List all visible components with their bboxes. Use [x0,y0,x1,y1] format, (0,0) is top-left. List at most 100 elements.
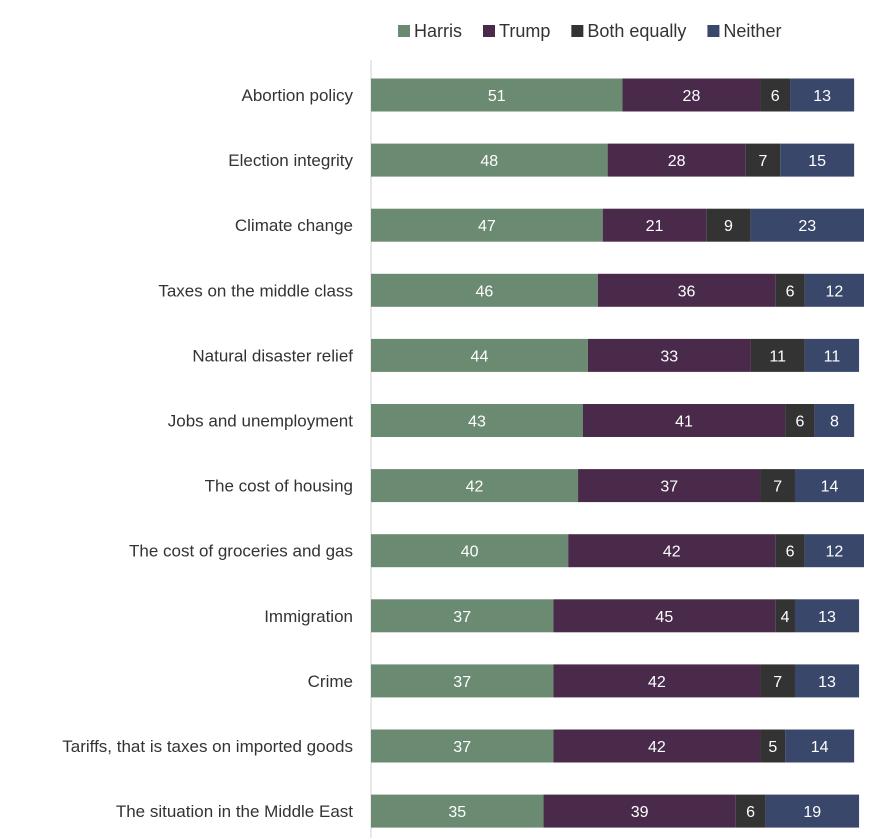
category-label-abortion-policy: Abortion policy [241,86,353,105]
data-label-neither-taxes-on-the-middle-class: 12 [826,283,844,300]
legend-swatch-trump [483,25,495,37]
data-label-trump-abortion-policy: 28 [683,88,701,105]
data-label-neither-the-situation-in-the-middle-east: 19 [803,804,821,821]
bar-both-equally-election-integrity [745,143,781,177]
data-label-neither-immigration: 13 [818,609,836,626]
bar-neither-crime [794,664,860,698]
bar-neither-election-integrity [780,143,855,177]
data-label-harris-the-situation-in-the-middle-east: 35 [448,804,466,821]
bar-both-equally-crime [760,664,795,698]
bar-neither-jobs-and-unemployment [814,404,855,437]
bar-harris-tariffs-that-is-taxes-on-imported-goods [371,729,554,763]
data-label-trump-natural-disaster-relief: 33 [660,348,678,365]
data-label-trump-climate-change: 21 [646,218,664,235]
category-label-taxes-on-the-middle-class: Taxes on the middle class [158,281,353,300]
bar-both-equally-the-cost-of-housing [760,469,795,503]
category-label-climate-change: Climate change [235,216,353,235]
bar-both-equally-tariffs-that-is-taxes-on-imported-goods [760,729,786,763]
bar-both-equally-the-situation-in-the-middle-east [735,794,766,828]
bar-neither-tariffs-that-is-taxes-on-imported-goods [785,729,855,763]
legend-label-harris: Harris [414,21,462,41]
data-label-trump-the-situation-in-the-middle-east: 39 [631,804,649,821]
category-label-the-situation-in-the-middle-east: The situation in the Middle East [116,802,353,821]
bar-harris-climate-change [371,208,603,242]
data-label-both-equally-jobs-and-unemployment: 6 [795,414,804,431]
bar-trump-climate-change [602,208,707,242]
data-label-harris-abortion-policy: 51 [488,88,506,105]
bar-trump-natural-disaster-relief [587,338,751,372]
data-label-harris-tariffs-that-is-taxes-on-imported-goods: 37 [453,739,471,756]
bar-harris-the-cost-of-groceries-and-gas [371,534,569,568]
data-label-harris-the-cost-of-groceries-and-gas: 40 [461,544,479,561]
legend-label-both-equally: Both equally [587,21,686,41]
bar-both-equally-jobs-and-unemployment [785,404,815,437]
bar-harris-natural-disaster-relief [371,338,588,372]
bar-both-equally-abortion-policy [760,78,791,112]
data-label-both-equally-taxes-on-the-middle-class: 6 [786,283,795,300]
data-label-neither-tariffs-that-is-taxes-on-imported-goods: 14 [811,739,829,756]
data-label-trump-election-integrity: 28 [668,153,686,170]
data-label-harris-immigration: 37 [453,609,471,626]
data-label-neither-the-cost-of-housing: 14 [821,479,839,496]
data-label-harris-the-cost-of-housing: 42 [466,479,484,496]
category-label-the-cost-of-housing: The cost of housing [205,477,353,496]
data-label-both-equally-the-cost-of-groceries-and-gas: 6 [786,544,795,561]
bar-harris-jobs-and-unemployment [371,404,583,437]
data-label-neither-the-cost-of-groceries-and-gas: 12 [826,544,844,561]
legend-swatch-harris [398,25,410,37]
bar-neither-abortion-policy [790,78,855,112]
bar-neither-natural-disaster-relief [804,338,860,372]
data-label-trump-taxes-on-the-middle-class: 36 [678,283,696,300]
data-label-trump-immigration: 45 [655,609,673,626]
bar-trump-crime [553,664,761,698]
data-label-harris-climate-change: 47 [478,218,496,235]
bar-harris-the-situation-in-the-middle-east [371,794,544,828]
data-label-trump-crime: 42 [648,674,666,691]
category-label-crime: Crime [308,672,353,691]
bar-both-equally-climate-change [706,208,751,242]
bar-trump-the-situation-in-the-middle-east [543,794,736,828]
data-label-neither-abortion-policy: 13 [813,88,831,105]
bar-trump-the-cost-of-housing [578,469,761,503]
data-label-both-equally-abortion-policy: 6 [771,88,780,105]
bar-neither-immigration [794,599,860,633]
data-label-neither-election-integrity: 15 [808,153,826,170]
data-label-both-equally-election-integrity: 7 [758,153,767,170]
category-labels: Abortion policy Election integrity Climate… [62,86,353,821]
bar-neither-the-cost-of-housing [794,469,864,503]
category-label-jobs-and-unemployment: Jobs and unemployment [168,412,354,431]
bar-neither-the-situation-in-the-middle-east [765,794,860,828]
bar-neither-the-cost-of-groceries-and-gas [804,534,864,568]
data-label-trump-the-cost-of-housing: 37 [660,479,678,496]
data-label-both-equally-natural-disaster-relief: 11 [769,348,786,365]
data-label-trump-jobs-and-unemployment: 41 [675,414,693,431]
bar-harris-taxes-on-the-middle-class [371,273,598,307]
bar-trump-immigration [553,599,776,633]
bar-trump-election-integrity [607,143,746,177]
data-label-trump-tariffs-that-is-taxes-on-imported-goods: 42 [648,739,666,756]
legend: Harris Trump Both equally Neither [398,21,781,41]
bar-both-equally-taxes-on-the-middle-class [775,273,805,307]
category-label-immigration: Immigration [264,607,353,626]
legend-swatch-neither [707,25,720,37]
category-label-election-integrity: Election integrity [228,151,353,170]
bar-harris-abortion-policy [371,78,623,112]
data-label-harris-crime: 37 [453,674,471,691]
bar-harris-immigration [371,599,554,633]
bar-harris-crime [371,664,554,698]
legend-label-trump: Trump [499,21,550,41]
bar-trump-taxes-on-the-middle-class [597,273,776,307]
bar-neither-climate-change [750,208,864,242]
data-label-both-equally-crime: 7 [773,674,782,691]
data-label-neither-natural-disaster-relief: 11 [824,348,841,365]
data-label-neither-climate-change: 23 [798,218,816,235]
bar-neither-taxes-on-the-middle-class [804,273,864,307]
data-label-harris-natural-disaster-relief: 44 [471,348,489,365]
category-label-tariffs-that-is-taxes-on-imported-goods: Tariffs, that is taxes on imported goods [62,737,353,756]
legend-label-neither: Neither [723,21,781,41]
legend-swatch-both-equally [571,25,584,37]
category-label-the-cost-of-groceries-and-gas: The cost of groceries and gas [129,542,353,561]
